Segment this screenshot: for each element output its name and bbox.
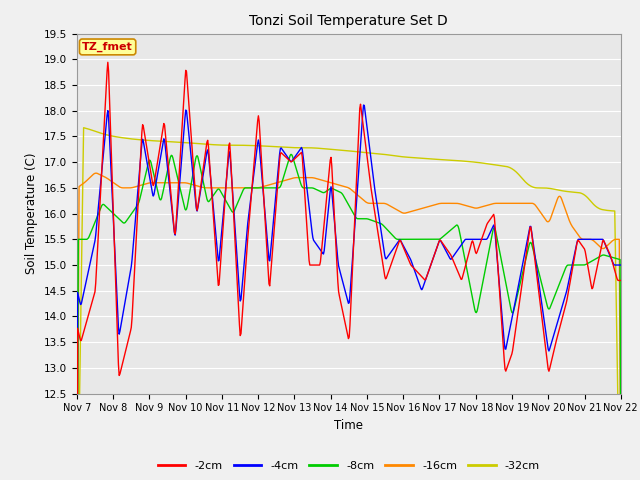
Legend: -2cm, -4cm, -8cm, -16cm, -32cm: -2cm, -4cm, -8cm, -16cm, -32cm xyxy=(153,457,545,476)
Y-axis label: Soil Temperature (C): Soil Temperature (C) xyxy=(25,153,38,275)
Text: TZ_fmet: TZ_fmet xyxy=(82,42,133,52)
Title: Tonzi Soil Temperature Set D: Tonzi Soil Temperature Set D xyxy=(250,14,448,28)
X-axis label: Time: Time xyxy=(334,419,364,432)
